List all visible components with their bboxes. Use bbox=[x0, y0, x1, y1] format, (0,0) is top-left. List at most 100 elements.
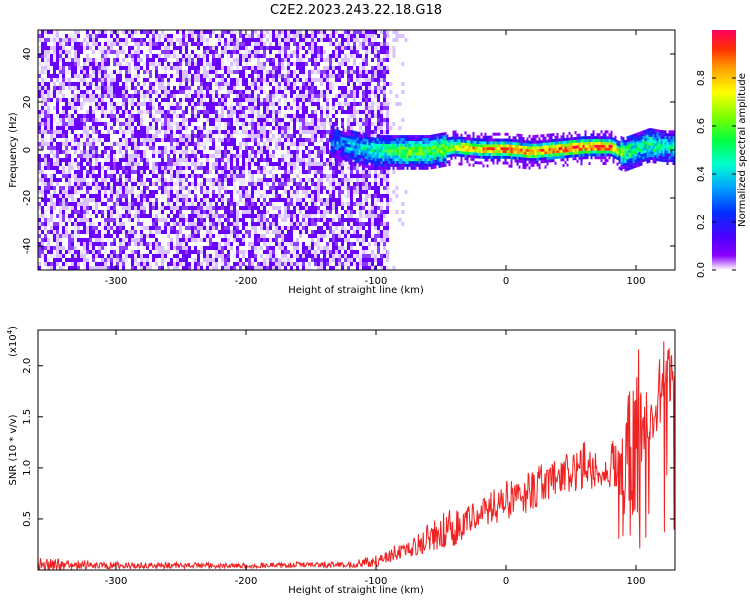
spectrogram-cell bbox=[293, 166, 296, 170]
spectrogram-cell bbox=[212, 142, 215, 146]
spectrogram-cell bbox=[293, 206, 296, 210]
spectrogram-cell bbox=[296, 182, 299, 186]
spectrogram-cell bbox=[161, 66, 164, 70]
spectrogram-cell bbox=[152, 38, 155, 42]
spectrogram-cell bbox=[206, 110, 209, 114]
spectrogram-cell bbox=[173, 150, 176, 154]
spectrogram-cell bbox=[80, 254, 83, 258]
spectrogram-cell bbox=[236, 230, 239, 234]
spectrogram-cell bbox=[152, 190, 155, 194]
spectrogram-cell bbox=[53, 82, 56, 86]
spectrogram-cell bbox=[146, 198, 149, 202]
spectrogram-cell bbox=[107, 94, 110, 98]
spectrogram-cell bbox=[242, 38, 245, 42]
spectrogram-cell bbox=[119, 94, 122, 98]
spectrogram-cell bbox=[356, 66, 359, 70]
spectrogram-cell bbox=[119, 110, 122, 114]
spectrogram-cell bbox=[320, 266, 323, 270]
spectrogram-cell bbox=[38, 46, 41, 50]
spectrogram-cell bbox=[65, 98, 68, 102]
spectrogram-cell bbox=[83, 154, 86, 158]
spectrogram-cell bbox=[188, 226, 191, 230]
spectrogram-cell bbox=[269, 142, 272, 146]
spectrogram-cell bbox=[56, 30, 59, 34]
spectrogram-cell bbox=[71, 102, 74, 106]
spectrogram-cell bbox=[218, 38, 221, 42]
spectrogram-cell bbox=[140, 142, 143, 146]
spectrogram-cell bbox=[80, 218, 83, 222]
spectrogram-cell bbox=[176, 158, 179, 162]
spectrogram-cell bbox=[227, 266, 230, 270]
spectrogram-cell bbox=[272, 118, 275, 122]
spectrogram-cell bbox=[152, 62, 155, 66]
spectrogram-cell bbox=[314, 186, 317, 190]
spectrogram-cell bbox=[260, 210, 263, 214]
spectrogram-cell bbox=[326, 202, 329, 206]
spectrogram-cell bbox=[242, 54, 245, 58]
spectrogram-cell bbox=[161, 202, 164, 206]
spectrogram-cell bbox=[308, 154, 311, 158]
spectrogram-cell bbox=[104, 202, 107, 206]
spectrogram-cell bbox=[188, 154, 191, 158]
spectrogram-cell bbox=[281, 30, 284, 34]
spectrogram-cell bbox=[53, 166, 56, 170]
spectrogram-cell bbox=[218, 154, 221, 158]
spectrogram-cell bbox=[74, 246, 77, 250]
spectrogram-cell bbox=[227, 142, 230, 146]
spectrogram-cell bbox=[92, 78, 95, 82]
spectrogram-cell bbox=[161, 122, 164, 126]
spectrogram-cell bbox=[101, 262, 104, 266]
spectrogram-cell bbox=[89, 222, 92, 226]
spectrogram-cell bbox=[269, 94, 272, 98]
spectrogram-cell bbox=[263, 30, 266, 34]
spectrogram-cell bbox=[131, 86, 134, 90]
spectrogram-cell bbox=[128, 174, 131, 178]
spectrogram-cell bbox=[62, 206, 65, 210]
spectrogram-cell bbox=[71, 118, 74, 122]
spectrogram-cell bbox=[248, 38, 251, 42]
spectrogram-cell bbox=[80, 158, 83, 162]
spectrogram-cell bbox=[242, 222, 245, 226]
spectrogram-cell bbox=[71, 162, 74, 166]
spectrogram-cell bbox=[179, 174, 182, 178]
spectrogram-cell bbox=[89, 74, 92, 78]
spectrogram-cell bbox=[311, 238, 314, 242]
spectrogram-cell bbox=[227, 114, 230, 118]
spectrogram-cell bbox=[335, 198, 338, 202]
spectrogram-cell bbox=[143, 226, 146, 230]
spectrogram-cell bbox=[296, 254, 299, 258]
spectrogram-cell bbox=[164, 258, 167, 262]
spectrogram-cell bbox=[170, 242, 173, 246]
spectrogram-cell bbox=[236, 42, 239, 46]
spectrogram-cell bbox=[143, 262, 146, 266]
spectrogram-cell bbox=[89, 170, 92, 174]
spectrogram-cell bbox=[311, 246, 314, 250]
spectrogram-cell bbox=[134, 202, 137, 206]
spectrogram-cell bbox=[101, 110, 104, 114]
spectrogram-cell bbox=[47, 258, 50, 262]
spectrogram-cell bbox=[323, 74, 326, 78]
spectrogram-cell bbox=[338, 254, 341, 258]
spectrogram-cell bbox=[326, 106, 329, 110]
spectrogram-cell bbox=[269, 34, 272, 38]
spectrogram-cell bbox=[167, 106, 170, 110]
spectrogram-cell bbox=[248, 50, 251, 54]
spectrogram-cell bbox=[287, 114, 290, 118]
spectrogram-cell bbox=[65, 102, 68, 106]
spectrogram-cell bbox=[68, 214, 71, 218]
spectrogram-cell bbox=[347, 214, 350, 218]
spectrogram-cell bbox=[317, 226, 320, 230]
spectrogram-cell bbox=[323, 126, 326, 130]
spectrogram-cell bbox=[164, 126, 167, 130]
spectrogram-cell bbox=[203, 258, 206, 262]
spectrogram-cell bbox=[143, 30, 146, 34]
spectrogram-cell bbox=[161, 86, 164, 90]
spectrogram-cell bbox=[170, 194, 173, 198]
spectrogram-cell bbox=[182, 42, 185, 46]
spectrogram-cell bbox=[356, 90, 359, 94]
spectrogram-cell bbox=[125, 86, 128, 90]
spectrogram-cell bbox=[362, 82, 365, 86]
spectrogram-cell bbox=[272, 34, 275, 38]
spectrogram-cell bbox=[68, 118, 71, 122]
spectrogram-cell bbox=[194, 162, 197, 166]
